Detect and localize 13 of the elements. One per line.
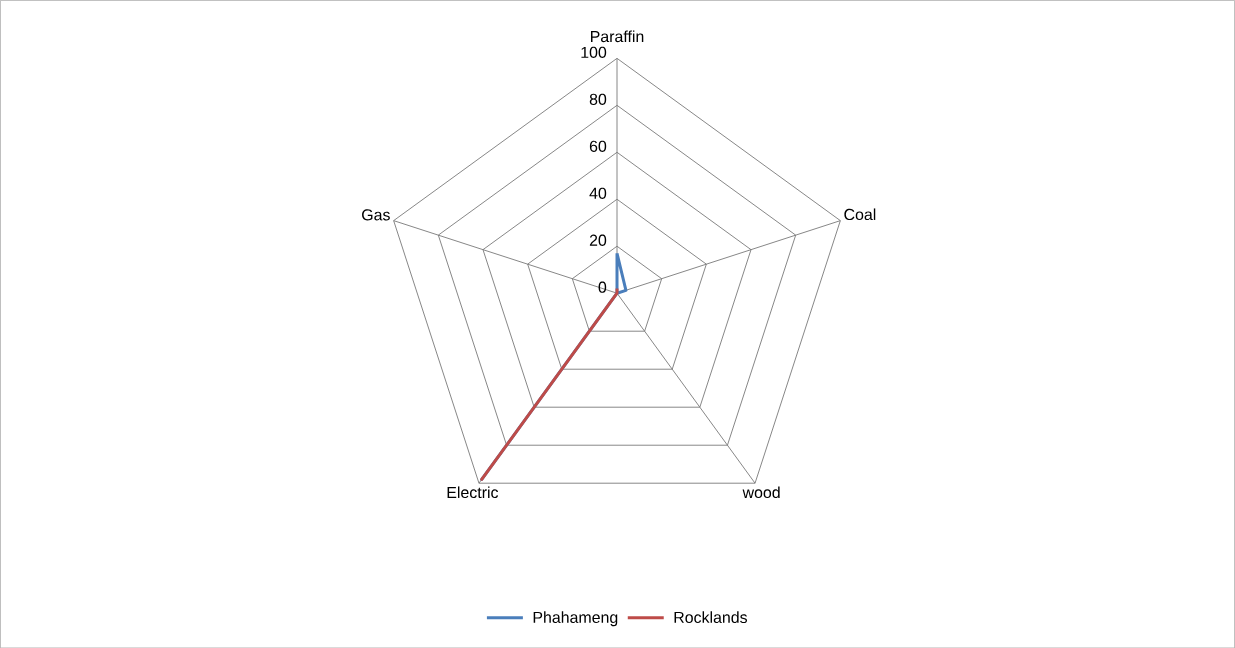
y-tick-label: 80 bbox=[589, 93, 607, 105]
y-tick-label: 0 bbox=[598, 281, 607, 293]
y-tick-label: 60 bbox=[589, 140, 607, 152]
y-tick-label: 40 bbox=[589, 187, 607, 199]
spoke-label: Electric bbox=[447, 486, 499, 498]
legend-label: Phahameng bbox=[533, 611, 618, 626]
spoke-label: Coal bbox=[844, 208, 876, 220]
spoke-label: Gas bbox=[362, 209, 390, 221]
y-tick-label: 20 bbox=[589, 234, 607, 246]
spoke-label: wood bbox=[742, 486, 780, 498]
spoke-label: Paraffin bbox=[591, 30, 644, 42]
y-tick-label: 100 bbox=[581, 46, 607, 58]
legend-label: Rocklands bbox=[674, 611, 748, 623]
